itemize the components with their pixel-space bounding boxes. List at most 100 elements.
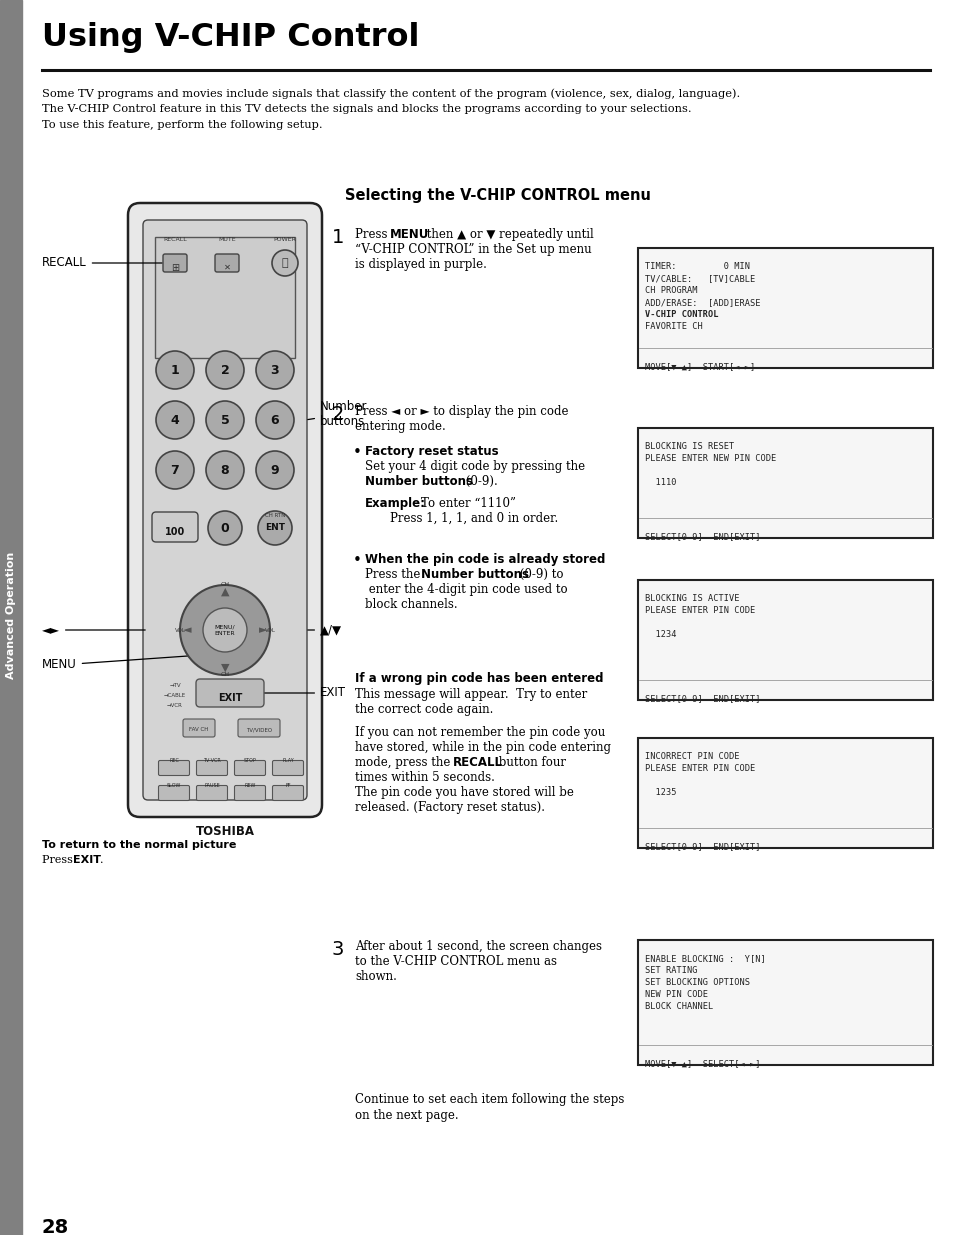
Text: shown.: shown.: [355, 969, 396, 983]
Text: →CABLE: →CABLE: [164, 693, 186, 698]
Text: ◄: ◄: [183, 625, 191, 635]
Text: ENABLE BLOCKING :  Y[N]: ENABLE BLOCKING : Y[N]: [644, 953, 765, 963]
Text: Number
buttons: Number buttons: [308, 400, 367, 429]
Text: SET RATING: SET RATING: [644, 966, 697, 974]
Text: SLOW: SLOW: [167, 783, 181, 788]
Text: PLAY: PLAY: [282, 758, 294, 763]
Text: Set your 4 digit code by pressing the: Set your 4 digit code by pressing the: [365, 459, 584, 473]
Text: ✕: ✕: [223, 263, 231, 272]
Text: (0-9).: (0-9).: [461, 475, 497, 488]
Text: PLEASE ENTER PIN CODE: PLEASE ENTER PIN CODE: [644, 606, 755, 615]
Circle shape: [255, 351, 294, 389]
Text: MOVE[▼ ▲]  SELECT[◄ ►]: MOVE[▼ ▲] SELECT[◄ ►]: [644, 1058, 760, 1068]
Text: Some TV programs and movies include signals that classify the content of the pro: Some TV programs and movies include sign…: [42, 88, 740, 99]
Text: When the pin code is already stored: When the pin code is already stored: [365, 553, 605, 566]
Text: on the next page.: on the next page.: [355, 1109, 458, 1123]
Text: MUTE: MUTE: [218, 237, 235, 242]
Text: the correct code again.: the correct code again.: [355, 703, 493, 716]
Text: TV-VCR: TV-VCR: [203, 758, 221, 763]
Text: TV/CABLE:   [TV]CABLE: TV/CABLE: [TV]CABLE: [644, 274, 755, 283]
Text: ▲/▼: ▲/▼: [308, 624, 341, 636]
Text: REC: REC: [169, 758, 179, 763]
Text: Number buttons: Number buttons: [420, 568, 529, 580]
Text: button four: button four: [495, 756, 565, 769]
Text: enter the 4-digit pin code used to: enter the 4-digit pin code used to: [365, 583, 567, 597]
FancyBboxPatch shape: [234, 761, 265, 776]
Text: NEW PIN CODE: NEW PIN CODE: [644, 990, 707, 999]
Text: ►: ►: [258, 625, 267, 635]
Text: →TV: →TV: [169, 683, 181, 688]
Text: 1234: 1234: [644, 630, 676, 638]
Text: EXIT: EXIT: [73, 855, 101, 864]
Text: 4: 4: [171, 414, 179, 426]
Circle shape: [156, 451, 193, 489]
FancyBboxPatch shape: [158, 785, 190, 800]
Text: (0-9) to: (0-9) to: [516, 568, 563, 580]
FancyBboxPatch shape: [237, 719, 280, 737]
Text: 3: 3: [332, 940, 344, 960]
Text: VOL: VOL: [174, 627, 185, 632]
Text: RECALL: RECALL: [42, 257, 162, 269]
Circle shape: [257, 511, 292, 545]
Text: FAV CH: FAV CH: [189, 727, 209, 732]
Text: MENU: MENU: [42, 656, 199, 672]
Text: Example:: Example:: [365, 496, 426, 510]
FancyBboxPatch shape: [143, 220, 307, 800]
Text: 1235: 1235: [644, 788, 676, 797]
Text: 1: 1: [332, 228, 344, 247]
FancyBboxPatch shape: [196, 785, 227, 800]
Text: Press: Press: [42, 855, 76, 864]
Bar: [638, 248, 932, 368]
Text: If a wrong pin code has been entered: If a wrong pin code has been entered: [355, 672, 603, 685]
Circle shape: [203, 608, 247, 652]
Text: Press the: Press the: [365, 568, 424, 580]
Text: PLEASE ENTER PIN CODE: PLEASE ENTER PIN CODE: [644, 764, 755, 773]
Text: 28: 28: [42, 1218, 70, 1235]
FancyBboxPatch shape: [234, 785, 265, 800]
Text: block channels.: block channels.: [365, 598, 457, 611]
Text: REW: REW: [244, 783, 255, 788]
Text: FF: FF: [285, 783, 291, 788]
Text: 2: 2: [332, 405, 344, 424]
Text: times within 5 seconds.: times within 5 seconds.: [355, 771, 495, 784]
Text: 6: 6: [271, 414, 279, 426]
Text: After about 1 second, the screen changes: After about 1 second, the screen changes: [355, 940, 601, 953]
Text: MENU: MENU: [390, 228, 429, 241]
Text: MENU/
ENTER: MENU/ ENTER: [214, 625, 235, 636]
Text: ▲: ▲: [220, 587, 229, 597]
Text: TIMER:         0 MIN: TIMER: 0 MIN: [644, 262, 749, 270]
Text: SELECT[0-9]  END[EXIT]: SELECT[0-9] END[EXIT]: [644, 694, 760, 703]
Bar: [638, 739, 932, 848]
Text: released. (Factory reset status).: released. (Factory reset status).: [355, 802, 544, 814]
FancyBboxPatch shape: [152, 513, 198, 542]
Circle shape: [206, 451, 244, 489]
Text: To return to the normal picture: To return to the normal picture: [42, 840, 236, 850]
Text: entering mode.: entering mode.: [355, 420, 445, 433]
Text: mode, press the: mode, press the: [355, 756, 454, 769]
Text: have stored, while in the pin code entering: have stored, while in the pin code enter…: [355, 741, 610, 755]
FancyBboxPatch shape: [196, 761, 227, 776]
Circle shape: [206, 351, 244, 389]
Circle shape: [208, 511, 242, 545]
Text: ENT: ENT: [265, 524, 285, 532]
Text: The pin code you have stored will be: The pin code you have stored will be: [355, 785, 574, 799]
Circle shape: [255, 401, 294, 438]
Text: FAVORITE CH: FAVORITE CH: [644, 322, 702, 331]
FancyBboxPatch shape: [158, 761, 190, 776]
Text: Press ◄ or ► to display the pin code: Press ◄ or ► to display the pin code: [355, 405, 568, 417]
Text: To use this feature, perform the following setup.: To use this feature, perform the followi…: [42, 120, 322, 130]
Text: RECALL: RECALL: [163, 237, 187, 242]
Text: →VCR: →VCR: [167, 703, 183, 708]
Text: V-CHIP CONTROL: V-CHIP CONTROL: [644, 310, 718, 319]
Text: PAUSE: PAUSE: [204, 783, 219, 788]
Text: The V-CHIP Control feature in this TV detects the signals and blocks the program: The V-CHIP Control feature in this TV de…: [42, 104, 691, 114]
Bar: [638, 580, 932, 700]
Text: SELECT[0-9]  END[EXIT]: SELECT[0-9] END[EXIT]: [644, 842, 760, 851]
Text: then ▲ or ▼ repeatedly until: then ▲ or ▼ repeatedly until: [422, 228, 593, 241]
FancyBboxPatch shape: [273, 761, 303, 776]
Text: Advanced Operation: Advanced Operation: [6, 551, 16, 678]
Text: If you can not remember the pin code you: If you can not remember the pin code you: [355, 726, 604, 739]
Circle shape: [255, 451, 294, 489]
Text: is displayed in purple.: is displayed in purple.: [355, 258, 486, 270]
Text: ⏻: ⏻: [281, 258, 288, 268]
